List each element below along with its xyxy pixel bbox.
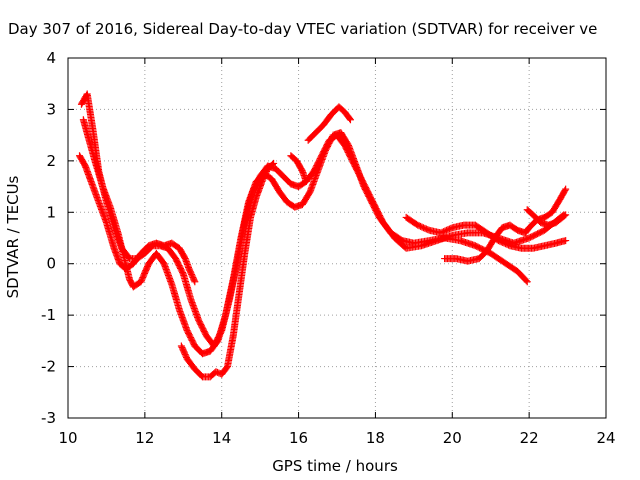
series-track-8 (441, 185, 570, 265)
x-tick-label: 24 (596, 429, 615, 447)
x-tick-label: 10 (58, 429, 77, 447)
data-point (562, 185, 570, 193)
x-tick-label: 18 (366, 429, 385, 447)
data-points (76, 90, 570, 381)
y-tick-label: 4 (46, 49, 56, 67)
y-tick-label: 1 (46, 203, 56, 221)
x-tick-label: 12 (135, 429, 154, 447)
data-point (562, 211, 570, 219)
data-point (346, 116, 354, 124)
ticks (67, 57, 607, 419)
x-axis-label: GPS time / hours (272, 457, 398, 475)
y-tick-label: -1 (41, 306, 56, 324)
data-point (270, 159, 278, 167)
data-point (191, 278, 199, 286)
plot-frame (67, 57, 607, 419)
data-point (346, 115, 354, 123)
series-track-4 (177, 159, 278, 381)
data-point (562, 237, 570, 245)
data-point (523, 278, 531, 286)
series-track-7 (402, 213, 570, 252)
data-point (302, 177, 310, 185)
data-point (560, 212, 568, 220)
y-tick-label: 0 (46, 255, 56, 273)
y-tick-label: 2 (46, 152, 56, 170)
data-point (561, 186, 569, 194)
data-point (522, 277, 530, 285)
series-track-3 (76, 152, 199, 286)
y-axis-label: SDTVAR / TECUs (4, 175, 22, 298)
series-track-5 (287, 152, 310, 185)
data-point (268, 160, 276, 168)
x-tick-label: 14 (212, 429, 231, 447)
x-tick-label: 22 (520, 429, 539, 447)
y-tick-label: -2 (41, 358, 56, 376)
series-track-9 (523, 206, 570, 229)
y-tick-label: -3 (41, 409, 56, 427)
series-track-2 (79, 116, 531, 358)
x-tick-label: 20 (443, 429, 462, 447)
x-tick-label: 16 (289, 429, 308, 447)
y-tick-label: 3 (46, 100, 56, 118)
series-track-6 (304, 103, 354, 144)
chart-title: Day 307 of 2016, Sidereal Day-to-day VTE… (8, 20, 597, 38)
data-point (190, 276, 198, 284)
